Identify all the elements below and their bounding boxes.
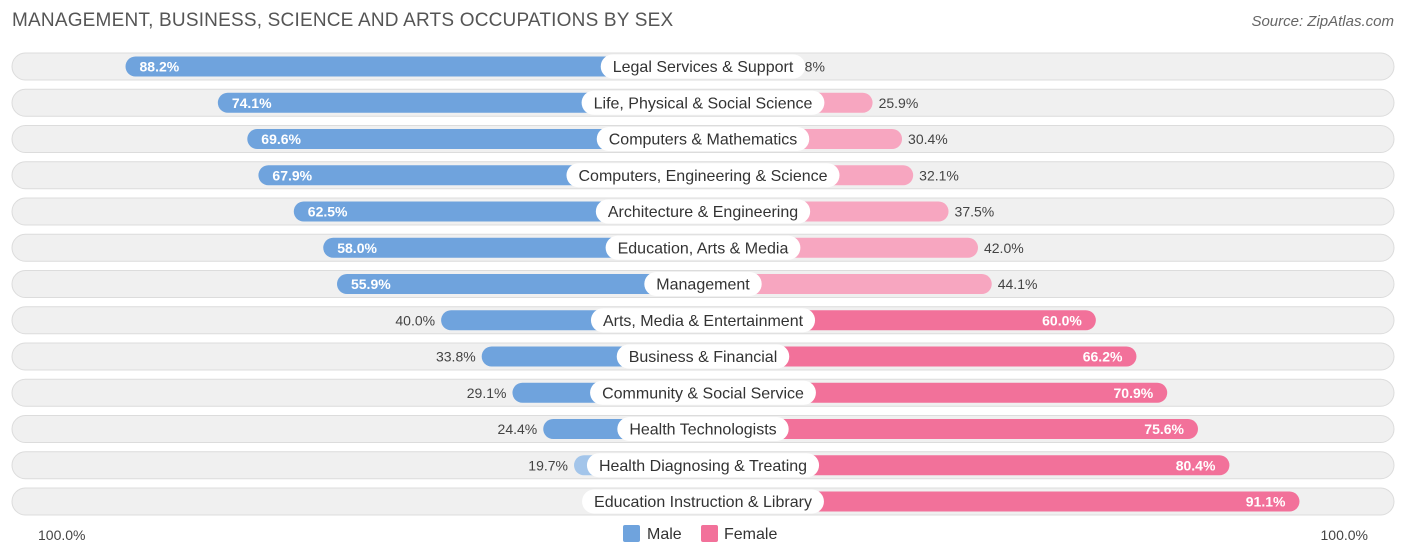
chart-source: Source: ZipAtlas.com (1251, 13, 1394, 30)
category-label-bg (590, 380, 816, 405)
male-value-label: 67.9% (272, 167, 312, 183)
chart-row: 40.0% 60.0% Arts, Media & Entertainment (11, 306, 1395, 335)
chart-row: 69.6% 30.4% Computers & Mathematics (11, 125, 1395, 153)
male-value-label: 29.1% (467, 385, 507, 401)
chart-row: 33.8% 66.2% Business & Financial (11, 342, 1395, 371)
female-bar (703, 419, 1198, 439)
category-label-bg (605, 235, 801, 260)
male-value-label: 24.4% (498, 421, 538, 437)
female-value-label: 80.4% (1176, 457, 1216, 473)
category-label-bg (586, 453, 820, 478)
male-bar (247, 129, 703, 149)
chart-row: 62.5% 37.5% Architecture & Engineering (11, 197, 1395, 226)
female-value-label: 91.1% (1246, 494, 1286, 510)
chart-row: 88.2% 11.8%Legal Services & Support (11, 52, 1395, 81)
legend-female-swatch (701, 525, 718, 542)
female-value-label: 75.6% (1144, 421, 1184, 437)
chart-title: MANAGEMENT, BUSINESS, SCIENCE AND ARTS O… (12, 10, 674, 31)
category-label: Computers, Engineering & Science (578, 168, 827, 185)
male-bar (336, 274, 703, 294)
category-label: Architecture & Engineering (608, 204, 798, 221)
female-bar (703, 491, 1300, 512)
axis-left-label: 100.0% (38, 527, 85, 543)
female-bar (703, 346, 1137, 367)
legend: Male Female (623, 525, 777, 543)
category-label-bg (595, 199, 811, 224)
chart-row: 8.9%91.1%Education Instruction & Library (11, 487, 1395, 516)
category-label: Legal Services & Support (613, 59, 794, 76)
female-value-label: 66.2% (1083, 349, 1123, 365)
category-label: Life, Physical & Social Science (594, 95, 813, 112)
category-label: Computers & Mathematics (609, 132, 798, 149)
male-value-label: 33.8% (436, 349, 476, 365)
legend-female-label: Female (724, 526, 777, 543)
female-value-label: 25.9% (879, 95, 919, 111)
category-label-bg (566, 163, 840, 188)
female-value-label: 37.5% (955, 204, 995, 220)
category-label: Education, Arts & Media (618, 240, 789, 257)
category-label-bg (590, 308, 816, 333)
category-label: Arts, Media & Entertainment (603, 313, 804, 330)
female-value-label: 44.1% (998, 276, 1038, 292)
chart-rows: 88.2% 11.8%Legal Services & Support 74.1% 2… (11, 52, 1395, 516)
male-value-label: 19.7% (528, 457, 568, 473)
male-bar (125, 56, 703, 77)
category-label-bg (596, 127, 810, 151)
male-value-label: 62.5% (308, 204, 348, 220)
chart-row: 67.9% 32.1% Computers, Engineering & Scien… (11, 161, 1395, 190)
male-value-label: 69.6% (261, 131, 301, 147)
category-label: Community & Social Service (602, 385, 804, 402)
male-value-label: 88.2% (140, 59, 180, 75)
category-label-bg (582, 489, 824, 514)
legend-male-label: Male (647, 526, 682, 543)
chart-row: 29.1% 70.9% Community & Social Service (11, 378, 1395, 407)
category-label-bg (616, 344, 790, 369)
category-label-bg (617, 417, 789, 441)
chart-row: 55.9% 44.1% Management (11, 270, 1395, 298)
female-value-label: 70.9% (1114, 385, 1154, 401)
male-value-label: 55.9% (351, 276, 391, 292)
male-value-label: 40.0% (395, 312, 435, 328)
female-value-label: 30.4% (908, 131, 948, 147)
female-bar (703, 455, 1230, 476)
male-value-label: 58.0% (337, 240, 377, 256)
chart-row: 24.4% 75.6% Health Technologists (11, 415, 1395, 443)
category-label-bg (644, 272, 762, 296)
chart-row: 19.7% 80.4% Health Diagnosing & Treating (11, 451, 1395, 480)
legend-male-swatch (623, 525, 640, 542)
female-value-label: 60.0% (1042, 312, 1082, 328)
category-label: Education Instruction & Library (594, 494, 812, 511)
category-label: Health Diagnosing & Treating (599, 458, 807, 475)
female-value-label: 32.1% (919, 167, 959, 183)
female-bar (703, 274, 992, 294)
chart-row: 74.1% 25.9% Life, Physical & Social Scienc… (11, 88, 1395, 117)
category-label-bg (600, 54, 806, 79)
chart-row: 58.0% 42.0% Education, Arts & Media (11, 233, 1395, 262)
male-bar (217, 92, 703, 113)
male-value-label: 74.1% (232, 95, 272, 111)
category-label-bg (581, 90, 825, 115)
category-label: Health Technologists (629, 422, 776, 439)
category-label: Management (656, 277, 750, 294)
female-bar (703, 382, 1168, 403)
category-label: Business & Financial (629, 349, 778, 366)
axis-right-label: 100.0% (1321, 527, 1368, 543)
female-value-label: 42.0% (984, 240, 1024, 256)
